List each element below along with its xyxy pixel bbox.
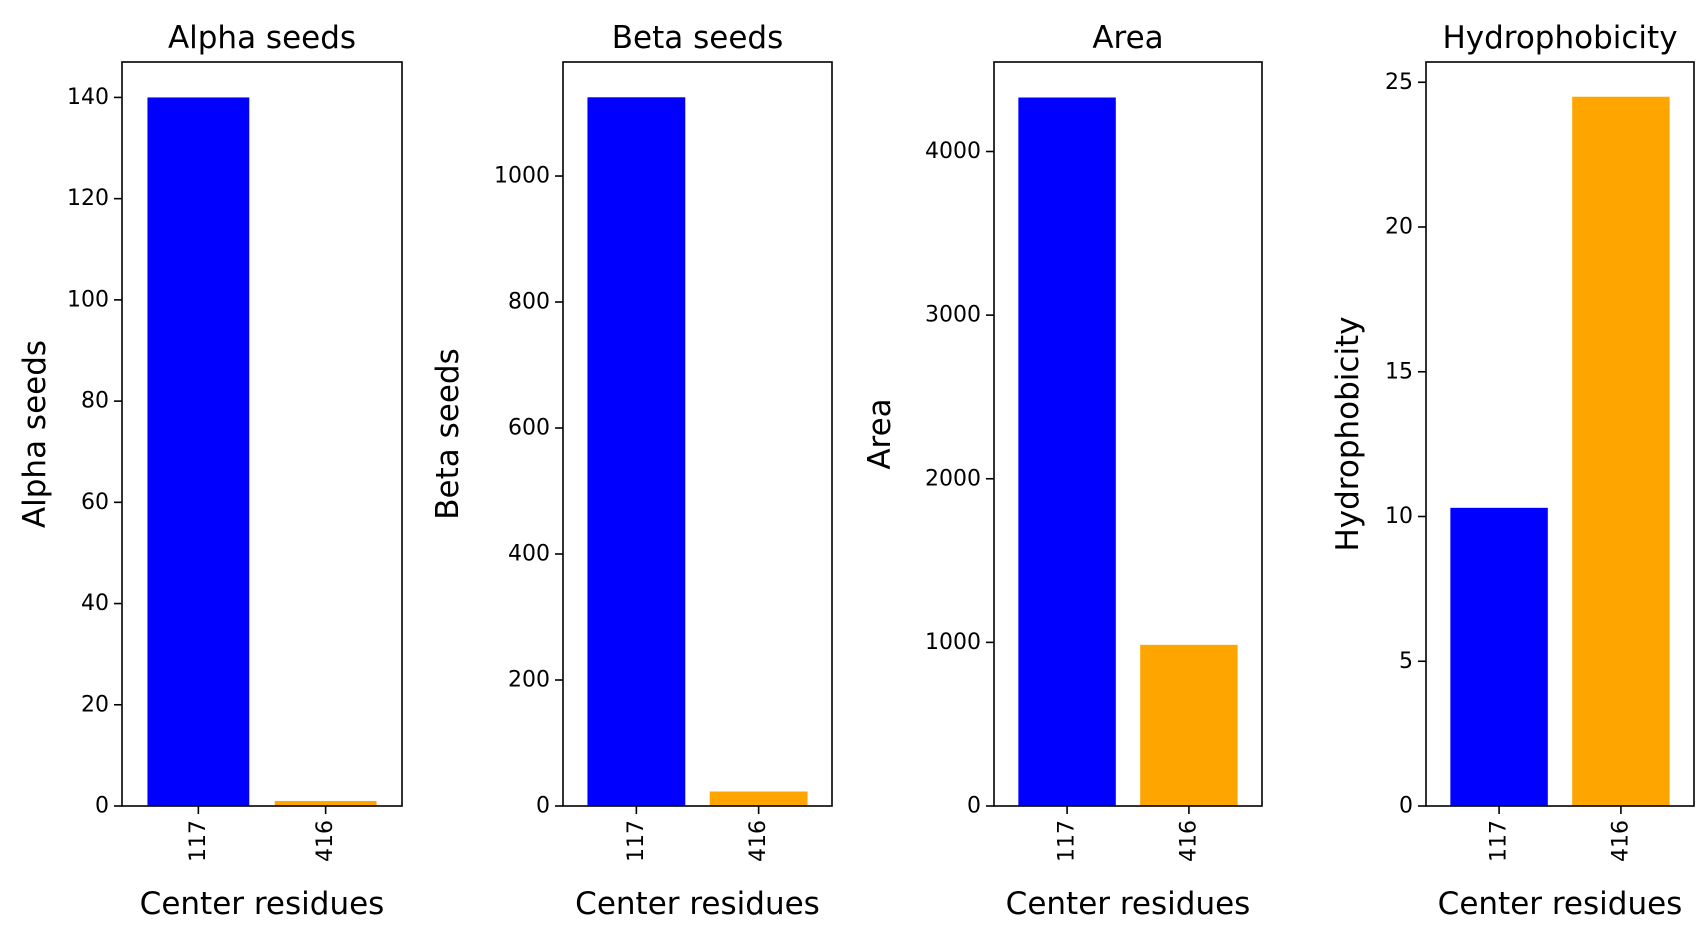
x-axis-label: Center residues: [575, 886, 820, 922]
y-tick-label: 3000: [925, 303, 981, 328]
y-tick-label: 20: [81, 692, 109, 717]
y-axis-label: Area: [862, 398, 898, 469]
y-tick-label: 0: [95, 794, 109, 819]
y-tick-label: 120: [67, 186, 109, 211]
y-tick-label: 40: [81, 591, 109, 616]
bar: [587, 97, 686, 806]
x-axis-label: Center residues: [1438, 886, 1683, 922]
bar: [1018, 97, 1116, 806]
x-tick-label: 416: [1608, 820, 1633, 862]
bar: [274, 800, 377, 806]
chart-panel: 0 200 400 600 800 1000 117 416 Beta seeds Center …: [430, 20, 833, 922]
x-axis-label: Center residues: [140, 886, 385, 922]
axes-frame: [993, 61, 1263, 807]
chart-panel: 0 5 10 15 20 25 117 416 Hydrophobicity Center res…: [1330, 20, 1695, 922]
x-axis-label: Center residues: [1006, 886, 1251, 922]
y-tick-label: 80: [81, 389, 109, 414]
y-tick-label: 25: [1385, 70, 1413, 95]
y-tick-label: 15: [1385, 359, 1413, 384]
y-tick-label: 1000: [925, 630, 981, 655]
y-tick-label: 1000: [494, 164, 550, 189]
y-tick-label: 400: [508, 542, 550, 567]
x-tick-label: 416: [313, 820, 338, 862]
chart-title: Area: [1092, 20, 1163, 56]
y-tick-label: 5: [1399, 649, 1413, 674]
bar: [1450, 507, 1548, 806]
y-tick-label: 100: [67, 287, 109, 312]
y-tick-label: 140: [67, 85, 109, 110]
axes-frame: [1425, 61, 1695, 807]
y-axis-label: Alpha seeds: [17, 340, 53, 528]
y-tick-label: 2000: [925, 466, 981, 491]
y-tick-label: 600: [508, 416, 550, 441]
x-tick-label: 117: [186, 820, 211, 862]
y-tick-label: 60: [81, 490, 109, 515]
bar: [709, 791, 808, 806]
axes-frame: [562, 61, 833, 807]
y-tick-label: 10: [1385, 504, 1413, 529]
y-tick-label: 0: [967, 794, 981, 819]
y-tick-label: 200: [508, 668, 550, 693]
y-tick-label: 20: [1385, 215, 1413, 240]
y-axis-label: Hydrophobicity: [1330, 316, 1366, 551]
bar: [1140, 644, 1238, 806]
axes-frame: [121, 61, 403, 807]
x-tick-label: 416: [746, 820, 771, 862]
x-tick-label: 416: [1176, 820, 1201, 862]
chart-title: Alpha seeds: [168, 20, 356, 56]
chart-title: Hydrophobicity: [1442, 20, 1677, 56]
y-tick-label: 4000: [925, 139, 981, 164]
bar: [147, 97, 250, 807]
chart-panel: 0 20 40 60 80 100 120 140 117 416 Alpha seeds Cente…: [17, 20, 403, 922]
chart-title: Beta seeds: [612, 20, 783, 56]
y-tick-label: 800: [508, 290, 550, 315]
bar: [1572, 96, 1670, 807]
x-tick-label: 117: [1487, 820, 1512, 862]
y-tick-label: 0: [536, 794, 550, 819]
chart-panel: 0 1000 2000 3000 4000 117 416 Area Center residu…: [862, 20, 1263, 922]
y-axis-label: Beta seeds: [430, 348, 466, 519]
x-tick-label: 117: [624, 820, 649, 862]
x-tick-label: 117: [1055, 820, 1080, 862]
y-tick-label: 0: [1399, 794, 1413, 819]
